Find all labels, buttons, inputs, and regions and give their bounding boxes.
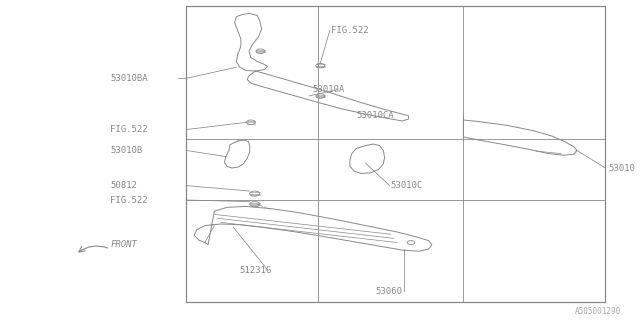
Text: 53060: 53060 bbox=[375, 287, 402, 296]
Text: 53010CA: 53010CA bbox=[356, 111, 394, 120]
Text: 51231G: 51231G bbox=[239, 266, 272, 275]
Text: FRONT: FRONT bbox=[110, 240, 137, 249]
Text: FIG.522: FIG.522 bbox=[110, 196, 148, 204]
Text: 53010A: 53010A bbox=[312, 85, 344, 94]
Text: FIG.522: FIG.522 bbox=[110, 125, 148, 134]
Text: 50812: 50812 bbox=[110, 181, 137, 190]
Bar bbox=[186, 6, 605, 302]
Text: 53010: 53010 bbox=[609, 164, 636, 172]
Text: A505001290: A505001290 bbox=[575, 307, 621, 316]
Text: FIG.522: FIG.522 bbox=[331, 26, 369, 35]
Text: 53010C: 53010C bbox=[391, 181, 423, 190]
Text: 53010BA: 53010BA bbox=[110, 74, 148, 83]
Text: 53010B: 53010B bbox=[110, 146, 143, 155]
